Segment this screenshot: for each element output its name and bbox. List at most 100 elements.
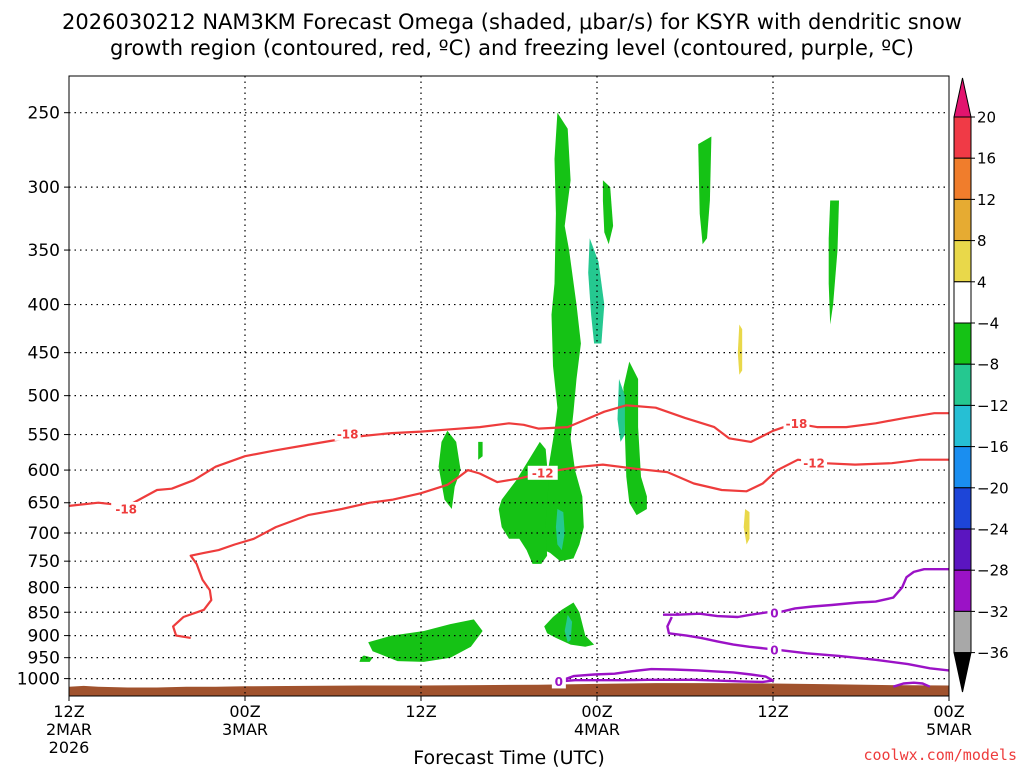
colorbar-top-arrow [953, 77, 972, 118]
omega-region-2 [510, 272, 521, 349]
freezing-label-1: 0 [770, 643, 778, 657]
freezing-contour-2 [558, 667, 775, 684]
omega-region-13 [541, 112, 584, 562]
freezing-label-2-bg [551, 674, 566, 689]
colorbar-label-10: −24 [977, 521, 1009, 539]
terrain-fill [69, 683, 949, 696]
contour-labels: -18 -12 0 0 0 -18 -18 -12 [111, 416, 828, 689]
x-tick-label-48-0: 12Z [757, 702, 788, 721]
x-tick-label-60-0: 00Z [933, 702, 964, 721]
omega-region-19 [698, 136, 712, 245]
y-tick-label-900: 900 [28, 627, 60, 647]
colorbar-label-9: −20 [977, 479, 1009, 497]
colorbar-label-12: −32 [977, 603, 1009, 621]
colorbar-swatch-9 [953, 487, 972, 530]
dgz-label-0c: -18 [786, 417, 808, 431]
dgz-contour-1 [172, 458, 949, 639]
dgz-label-0c-bg [783, 416, 810, 431]
x-tick-label-12-0: 00Z [229, 702, 260, 721]
colorbar-swatch-3 [953, 240, 972, 283]
omega-region-11 [737, 324, 743, 375]
omega-region-24 [588, 238, 605, 344]
colorbar-label-6: −8 [977, 356, 999, 374]
y-axis-ticks: 250 300 350 400 450 500 550 600 650 700 750 800 850 9… [17, 104, 69, 690]
colorbar-swatch-11 [953, 569, 972, 612]
freezing-label-0-bg [767, 606, 782, 621]
omega-region-25 [555, 509, 565, 551]
y-tick-label-400: 400 [28, 296, 60, 316]
omega-region-17 [623, 361, 647, 516]
x-tick-label-0-0: 12Z [53, 702, 84, 721]
colorbar-swatch-0 [953, 116, 972, 159]
x-tick-label-12-1: 3MAR [222, 720, 268, 739]
freezing-contour-4 [675, 612, 680, 616]
colorbar-label-5: −4 [977, 315, 999, 333]
y-tick-label-600: 600 [28, 461, 60, 481]
plot-frame [68, 75, 950, 697]
dgz-label-1-bg [527, 465, 558, 480]
omega-region-9 [689, 502, 709, 580]
freezing-contour-3 [892, 681, 931, 688]
y-tick-label-300: 300 [28, 178, 60, 198]
x-tick-label-36-1: 4MAR [574, 720, 620, 739]
dgz-label-0: -18 [115, 502, 137, 516]
colorbar-label-0: 20 [977, 109, 996, 127]
x-tick-label-0-2: 2026 [49, 738, 90, 757]
y-tick-label-950: 950 [28, 649, 60, 669]
colorbar: 20 16 12 8 4 −4 −8 −12 −16 −20 −24 −28 −32 −36 [953, 77, 1009, 693]
omega-region-4 [575, 314, 590, 509]
x-tick-label-36-0: 00Z [581, 702, 612, 721]
omega-region-0 [193, 112, 245, 428]
grid-lines [69, 76, 949, 696]
freezing-contour-1 [666, 616, 949, 672]
omega-region-16 [478, 441, 483, 460]
colorbar-label-2: 12 [977, 191, 996, 209]
y-tick-label-850: 850 [28, 603, 60, 623]
colorbar-label-8: −16 [977, 438, 1009, 456]
x-tick-label-60-1: 5MAR [926, 720, 972, 739]
colorbar-label-4: 4 [977, 273, 987, 291]
colorbar-label-11: −28 [977, 562, 1009, 580]
freezing-contours [558, 568, 949, 688]
dgz-label-0b-bg [334, 426, 361, 441]
y-tick-label-550: 550 [28, 426, 60, 446]
colorbar-swatch-2 [953, 198, 972, 242]
y-tick-label-500: 500 [28, 387, 60, 407]
y-tick-label-350: 350 [28, 241, 60, 261]
dgz-label-0-bg [111, 501, 142, 516]
colorbar-swatch-5 [953, 322, 972, 365]
omega-region-12 [743, 509, 750, 545]
colorbar-swatch-10 [953, 528, 972, 571]
freezing-contour-0 [663, 568, 949, 619]
colorbar-swatch-6 [953, 363, 972, 406]
omega-region-26 [617, 379, 625, 442]
y-tick-label-1000: 1000 [17, 670, 60, 690]
dgz-label-1b: -12 [803, 457, 825, 471]
x-tick-label-0-1: 2MAR [46, 720, 92, 739]
colorbar-label-3: 8 [977, 232, 987, 250]
colorbar-label-1: 16 [977, 150, 996, 168]
chart-title-line1: 2026030212 NAM3KM Forecast Omega (shaded… [62, 10, 962, 34]
chart-title-line2: growth region (contoured, red, ºC) and f… [110, 36, 914, 60]
freezing-label-2: 0 [555, 675, 563, 689]
terrain-shape [69, 683, 949, 696]
omega-region-20 [828, 200, 839, 325]
colorbar-swatch-1 [953, 157, 972, 200]
y-tick-label-650: 650 [28, 494, 60, 514]
credit-text: coolwx.com/models [863, 746, 1017, 764]
omega-region-22 [359, 655, 373, 662]
colorbar-swatch-4 [953, 281, 972, 324]
y-tick-label-700: 700 [28, 524, 60, 544]
colorbar-swatch-8 [953, 446, 972, 489]
freezing-label-0: 0 [770, 607, 778, 621]
omega-region-10 [790, 502, 826, 615]
omega-region-18 [602, 180, 614, 245]
colorbar-bottom-arrow [953, 652, 972, 693]
dgz-label-0b: -18 [337, 427, 359, 441]
colorbar-swatch-12 [953, 610, 972, 654]
dgz-label-1: -12 [532, 466, 554, 480]
y-tick-label-450: 450 [28, 344, 60, 364]
omega-region-1 [201, 651, 231, 670]
